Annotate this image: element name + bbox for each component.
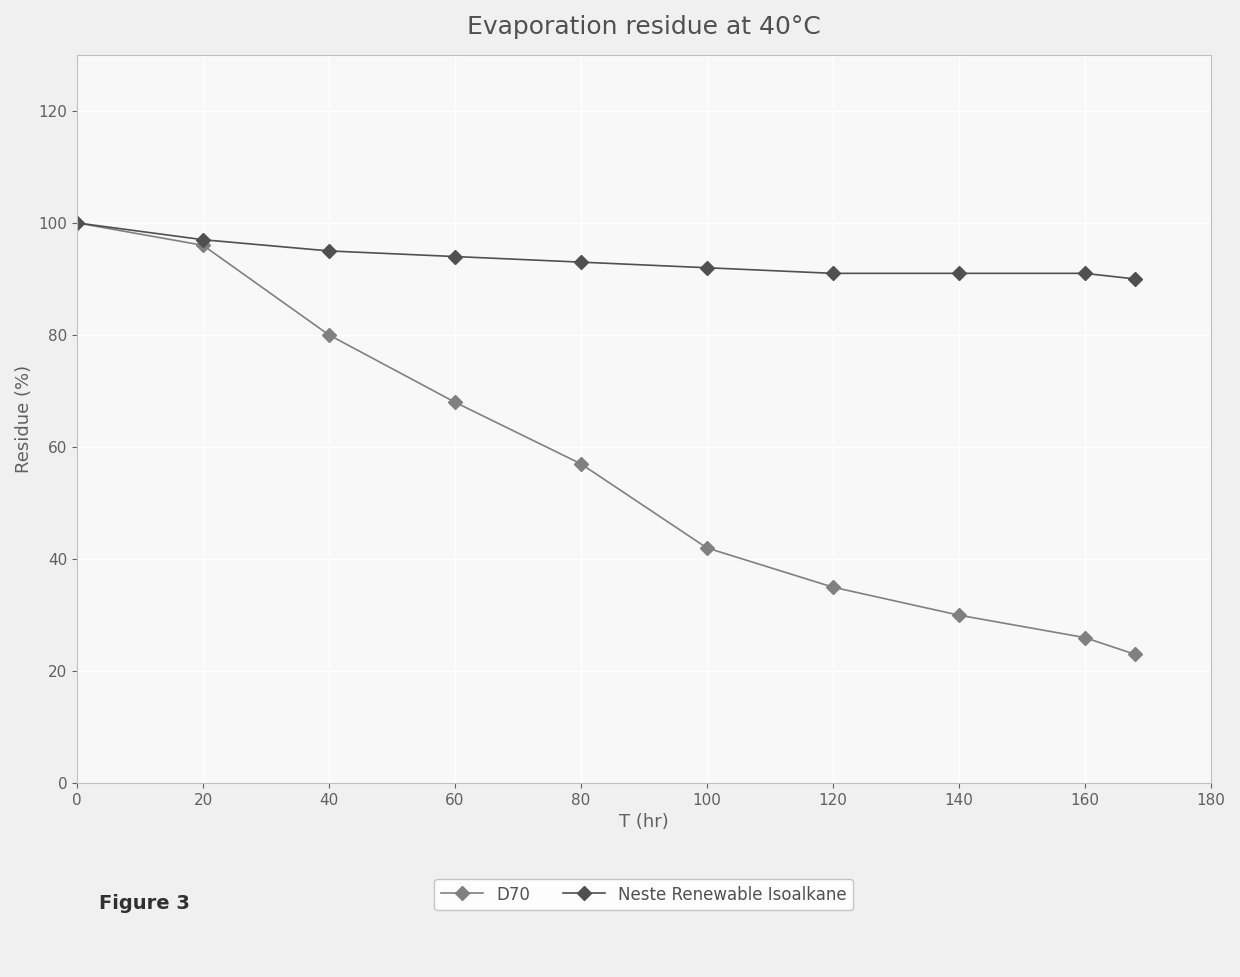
Neste Renewable Isoalkane [951,268,966,279]
Legend: D70, Neste Renewable Isoalkane: D70, Neste Renewable Isoalkane [434,879,853,911]
Text: Figure 3: Figure 3 [99,894,190,913]
D70 [196,239,211,251]
D70 [951,610,966,621]
Neste Renewable Isoalkane [1078,268,1092,279]
Neste Renewable Isoalkane [699,262,714,274]
Line: D70: D70 [72,218,1140,659]
D70 [826,581,841,593]
D70 [1127,649,1142,660]
Neste Renewable Isoalkane [573,256,588,268]
D70 [69,217,84,229]
Neste Renewable Isoalkane [826,268,841,279]
Title: Evaporation residue at 40°C: Evaporation residue at 40°C [467,15,821,39]
D70 [1078,632,1092,644]
D70 [321,329,336,341]
Line: Neste Renewable Isoalkane: Neste Renewable Isoalkane [72,218,1140,283]
D70 [448,397,463,408]
Neste Renewable Isoalkane [321,245,336,257]
D70 [699,542,714,554]
Neste Renewable Isoalkane [1127,274,1142,285]
X-axis label: T (hr): T (hr) [619,814,668,831]
Neste Renewable Isoalkane [196,234,211,245]
Y-axis label: Residue (%): Residue (%) [15,365,33,473]
Neste Renewable Isoalkane [69,217,84,229]
D70 [573,458,588,470]
Neste Renewable Isoalkane [448,251,463,263]
